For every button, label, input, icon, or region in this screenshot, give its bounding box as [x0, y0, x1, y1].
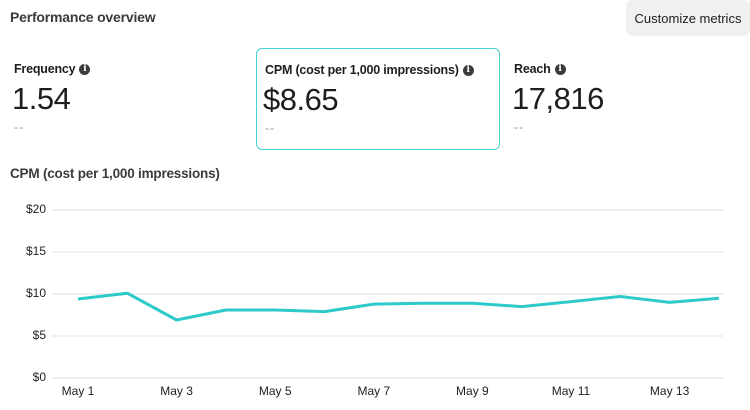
metric-comparison: --	[514, 120, 524, 134]
x-tick-label: May 13	[649, 384, 690, 398]
metric-label: Reach	[514, 62, 551, 76]
metric-card-cpm[interactable]: CPM (cost per 1,000 impressions) i $8.65…	[256, 48, 500, 150]
x-tick-label: May 9	[456, 384, 489, 398]
y-tick-label: $0	[32, 370, 46, 384]
y-tick-label: $20	[25, 202, 46, 216]
x-tick-label: May 11	[551, 384, 591, 398]
metric-value: 1.54	[12, 81, 71, 116]
info-icon[interactable]: i	[462, 64, 474, 76]
x-tick-label: May 7	[357, 384, 391, 398]
metric-label-row: CPM (cost per 1,000 impressions) i	[265, 63, 474, 77]
metric-value: $8.65	[263, 82, 339, 117]
metric-comparison: --	[265, 121, 275, 135]
x-tick-label: May 1	[61, 384, 95, 398]
y-tick-label: $15	[25, 244, 46, 258]
metric-label-row: Reach i	[514, 62, 566, 76]
page-title: Performance overview	[10, 9, 156, 25]
x-tick-label: May 3	[160, 384, 193, 398]
metric-value: 17,816	[512, 81, 604, 116]
metric-label: Frequency	[14, 62, 76, 76]
metric-card-frequency[interactable]: Frequency i 1.54 --	[6, 48, 246, 150]
metric-card-reach[interactable]: Reach i 17,816 --	[506, 48, 746, 150]
metric-comparison: --	[14, 120, 24, 134]
customize-metrics-button[interactable]: Customize metrics	[626, 0, 750, 36]
y-tick-label: $10	[25, 286, 46, 300]
metric-label: CPM (cost per 1,000 impressions)	[265, 63, 459, 77]
y-tick-label: $5	[32, 328, 46, 342]
cpm-series-line[interactable]	[77, 291, 720, 322]
chart-title: CPM (cost per 1,000 impressions)	[10, 166, 220, 181]
info-icon[interactable]: i	[554, 63, 566, 75]
info-icon[interactable]: i	[79, 63, 91, 75]
x-tick-label: May 5	[258, 384, 292, 398]
metric-label-row: Frequency i	[14, 62, 91, 76]
